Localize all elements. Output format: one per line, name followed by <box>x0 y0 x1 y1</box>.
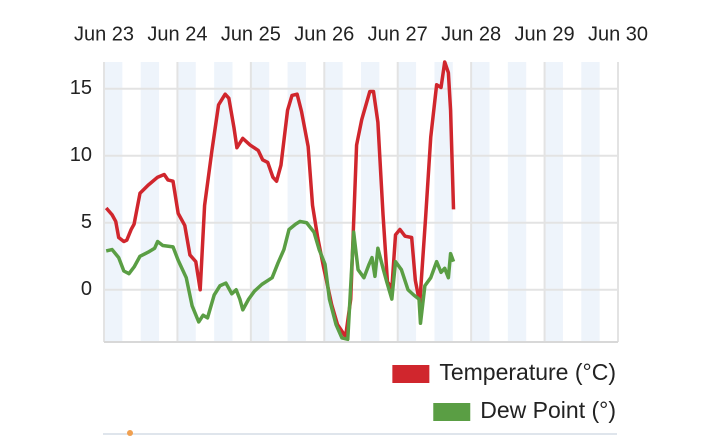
band <box>214 62 233 342</box>
legend-label: Temperature (°C) <box>439 359 616 385</box>
next-chart-marker <box>127 430 133 436</box>
band <box>507 62 527 342</box>
band <box>324 62 343 342</box>
band <box>544 62 563 342</box>
legend-swatch <box>392 365 430 383</box>
x-tick-label: Jun 26 <box>294 23 354 45</box>
lines <box>104 60 456 342</box>
y-tick-label: 10 <box>70 144 92 166</box>
series-line <box>105 219 456 342</box>
legend-label: Dew Point (°) <box>480 397 616 423</box>
band <box>287 62 306 342</box>
band <box>581 62 600 342</box>
x-tick-label: Jun 30 <box>588 23 648 45</box>
band <box>397 62 417 342</box>
background-bands <box>104 62 600 342</box>
x-tick-label: Jun 24 <box>147 23 207 45</box>
x-tick-label: Jun 28 <box>441 23 501 45</box>
band <box>177 62 196 342</box>
band <box>471 62 490 342</box>
x-tick-label: Jun 27 <box>368 23 428 45</box>
band <box>250 62 270 342</box>
x-tick-label: Jun 25 <box>221 23 281 45</box>
x-tick-label: Jun 29 <box>515 23 575 45</box>
x-tick-label: Jun 23 <box>74 23 134 45</box>
labels: 0 5 10 15 Jun 23 Jun 24 Jun 25 Jun 26 Jun 27 Jun … <box>70 23 648 423</box>
y-tick-label: 0 <box>81 278 92 300</box>
band <box>104 62 123 342</box>
y-tick-label: 5 <box>81 211 92 233</box>
y-tick-label: 15 <box>70 77 92 99</box>
legend-swatch <box>433 403 471 421</box>
series-line <box>104 60 456 339</box>
band <box>140 62 160 342</box>
